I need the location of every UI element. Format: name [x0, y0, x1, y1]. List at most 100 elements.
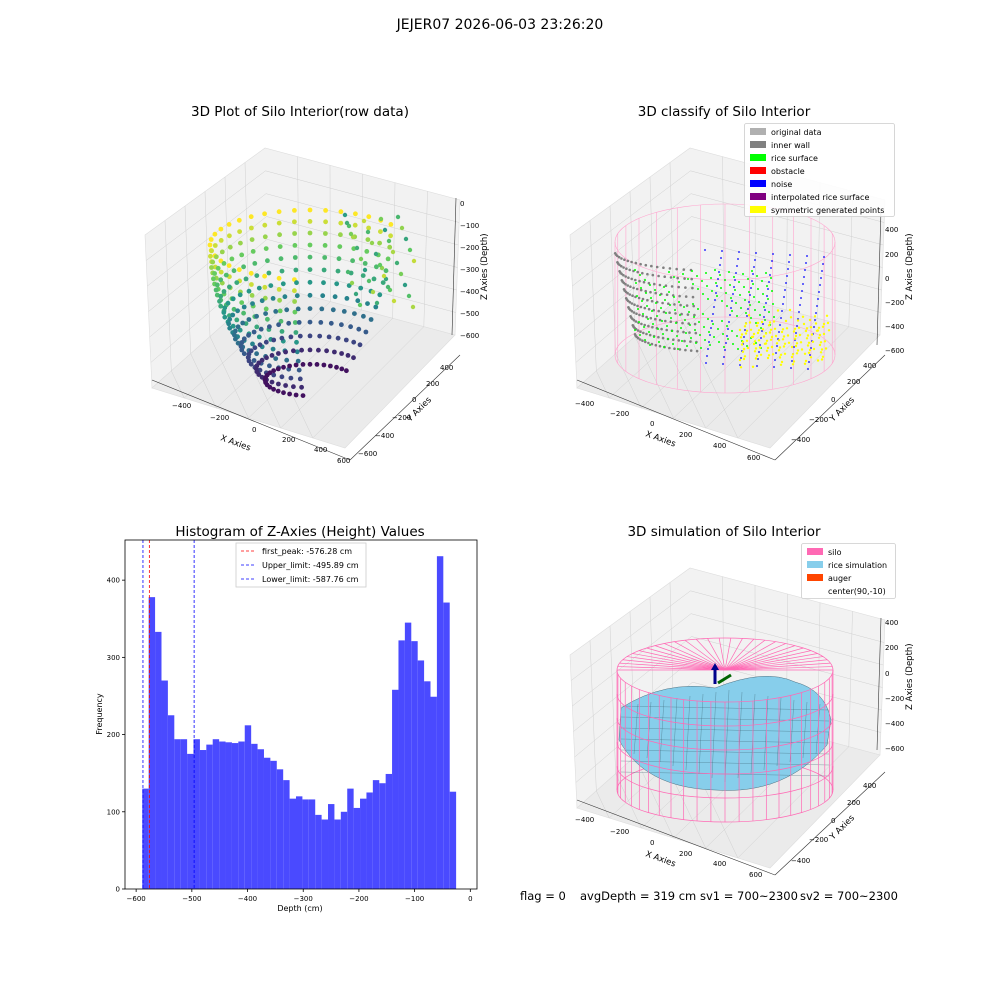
inner-wall-point — [681, 321, 684, 325]
symmetric-point — [754, 357, 758, 360]
silo-roof-rib — [674, 641, 726, 671]
scatter-point — [402, 282, 408, 288]
scatter-point — [291, 384, 296, 390]
noise-point — [711, 320, 713, 322]
noise-point — [722, 363, 724, 365]
surface-mesh-line — [737, 691, 743, 779]
noise-point — [809, 354, 811, 356]
symmetric-point — [788, 308, 792, 312]
rice-surface-point — [665, 312, 667, 314]
rice-surface-point — [721, 300, 723, 302]
legend-swatch — [807, 574, 823, 581]
noise-point — [733, 286, 735, 288]
x-tick-label: 200 — [679, 850, 692, 858]
rice-surface-point — [713, 336, 715, 338]
histogram-bar — [321, 819, 329, 889]
scatter-point — [365, 237, 371, 242]
scatter-point — [307, 219, 313, 224]
rice-surface-point — [647, 318, 649, 320]
symmetric-point — [815, 329, 819, 332]
noise-point — [749, 294, 751, 296]
y-tick-label: 0 — [412, 396, 416, 404]
z-axis-line — [451, 197, 457, 336]
scatter-point — [277, 244, 283, 249]
scatter-point — [296, 320, 302, 325]
scatter-point — [398, 271, 404, 277]
inner-wall-point — [672, 338, 675, 341]
scatter-point — [263, 246, 269, 251]
scatter-point — [344, 296, 350, 301]
grid-line — [149, 239, 457, 338]
rice-surface-point — [772, 303, 774, 305]
inner-wall-point — [674, 312, 677, 315]
symmetric-point — [739, 336, 743, 339]
rice-surface-point — [671, 330, 673, 332]
histogram-bar — [430, 696, 437, 889]
scatter-point — [403, 236, 409, 242]
scatter-point — [299, 347, 304, 353]
inner-wall-point — [663, 275, 666, 278]
x-tick-label: −200 — [610, 828, 629, 836]
inner-wall-point — [620, 279, 624, 282]
inner-wall-point — [670, 285, 674, 288]
rice-surface-point — [640, 287, 642, 289]
scatter-point — [385, 256, 391, 262]
rice-surface-point — [672, 343, 674, 345]
symmetric-point — [743, 355, 747, 358]
rice-surface-point — [695, 342, 697, 344]
noise-point — [718, 271, 720, 273]
scatter-point — [218, 226, 224, 232]
histogram-bar — [360, 798, 367, 889]
scatter-point — [307, 230, 313, 236]
scatter-point — [292, 320, 298, 325]
scatter-point — [223, 272, 229, 278]
scatter-point — [348, 324, 353, 330]
noise-point — [754, 259, 756, 261]
rice-surface-point — [737, 348, 739, 350]
symmetric-point — [755, 354, 759, 357]
rice-surface-point — [639, 274, 641, 276]
scatter-point — [291, 348, 296, 354]
scatter-point — [288, 375, 294, 381]
scatter-point — [207, 242, 213, 248]
scatter-point — [276, 209, 282, 215]
scatter-point — [292, 231, 297, 236]
scatter-point — [226, 222, 232, 227]
scatter-point — [241, 310, 246, 316]
y-tick-label: 200 — [426, 380, 439, 388]
rice-surface-point — [703, 326, 705, 328]
scatter-point — [276, 381, 281, 387]
scatter-point — [259, 357, 265, 363]
z-tick-label: 200 — [885, 644, 898, 652]
silo-roof-rib — [724, 650, 812, 671]
scatter-point — [343, 337, 349, 343]
histogram-bar — [180, 739, 188, 889]
symmetric-point — [754, 347, 758, 350]
rice-surface-point — [692, 283, 694, 285]
scatter-points — [207, 207, 417, 398]
inner-wall-point — [642, 331, 645, 335]
symmetric-point — [757, 329, 761, 332]
inner-wall-point — [668, 267, 672, 270]
rice-surface-point — [757, 288, 759, 290]
grid-line — [209, 336, 249, 419]
noise-point — [715, 292, 717, 294]
inner-wall-point — [638, 279, 641, 283]
inner-wall-point — [647, 324, 650, 328]
scatter-point — [227, 316, 233, 322]
scatter-point — [257, 342, 263, 348]
scatter-point — [271, 386, 276, 392]
inner-wall-point — [647, 307, 651, 311]
scatter-point — [262, 273, 267, 279]
histogram-bar — [385, 773, 393, 889]
rice-surface-point — [733, 276, 735, 278]
y-axis-line — [774, 354, 886, 461]
scatter-point — [254, 313, 259, 319]
scatter-point — [278, 256, 284, 262]
scatter-point — [256, 360, 262, 366]
rice-surface-point — [698, 321, 700, 323]
inner-wall-point — [665, 328, 668, 332]
surface-mesh-line — [659, 699, 665, 763]
scatter-point — [357, 302, 363, 308]
symmetric-point — [805, 337, 809, 340]
